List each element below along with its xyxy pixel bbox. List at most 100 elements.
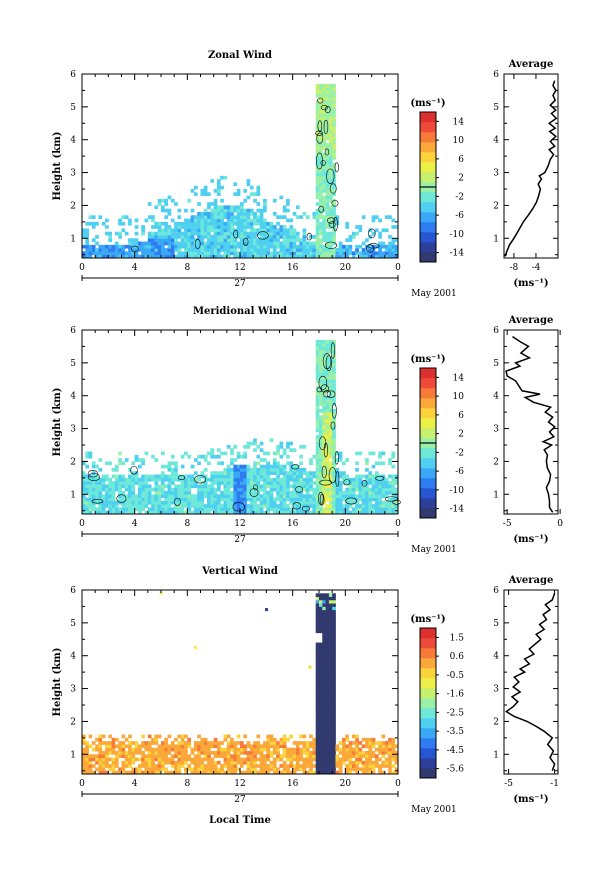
heatmap-cell	[213, 491, 218, 495]
heatmap-cell	[322, 721, 326, 726]
heatmap-cell	[332, 510, 336, 515]
heatmap-cell	[289, 510, 294, 515]
colorbar-tick-label: -5.6	[447, 765, 465, 775]
heatmap-cell	[276, 751, 280, 755]
heatmap-cell	[147, 770, 152, 775]
heatmap-cell	[82, 751, 86, 755]
heatmap-cell	[184, 231, 188, 236]
heatmap-cell	[365, 770, 369, 775]
heatmap-cell	[111, 510, 116, 515]
heatmap-cell	[134, 767, 139, 772]
heatmap-cell	[332, 93, 336, 98]
heatmap-cell	[88, 510, 93, 515]
heatmap-cell	[332, 372, 336, 377]
heatmap-cell	[391, 481, 396, 485]
heatmap-cell	[391, 451, 396, 456]
heatmap-cell	[137, 500, 142, 505]
heatmap-cell	[315, 185, 320, 190]
heatmap-cell	[137, 747, 142, 752]
heatmap-cell	[266, 510, 271, 515]
heatmap-cell	[332, 100, 336, 104]
heatmap-cell	[128, 494, 132, 498]
heatmap-cell	[249, 747, 254, 752]
heatmap-cell	[121, 500, 126, 505]
heatmap-cell	[193, 241, 198, 246]
heatmap-cell	[328, 231, 333, 236]
heatmap-cell	[328, 675, 333, 680]
heatmap-cell	[147, 231, 152, 236]
heatmap-cell	[315, 481, 320, 485]
heatmap-cell	[263, 244, 267, 249]
heatmap-cell	[111, 484, 116, 489]
heatmap-cell	[325, 767, 330, 772]
heatmap-cell	[299, 477, 303, 482]
heatmap-cell	[108, 764, 113, 768]
heatmap-cell	[131, 760, 136, 765]
y-tick-label: 1	[70, 234, 76, 244]
heatmap-cell	[167, 238, 172, 242]
heatmap-cell	[91, 494, 96, 498]
heatmap-cell	[315, 162, 320, 167]
heatmap-cell	[322, 665, 326, 670]
heatmap-cell	[177, 244, 182, 249]
heatmap-cell	[207, 747, 211, 752]
heatmap-cell	[322, 418, 326, 423]
heatmap-cell	[328, 346, 333, 351]
heatmap-cell	[355, 451, 359, 456]
heatmap-cell	[269, 484, 274, 489]
heatmap-cell	[131, 500, 136, 505]
heatmap-cell	[151, 248, 155, 252]
heatmap-cell	[319, 179, 323, 183]
heatmap-cell	[295, 248, 300, 252]
heatmap-cell	[236, 474, 241, 479]
heatmap-cell	[256, 468, 261, 472]
heatmap-cell	[213, 760, 218, 765]
heatmap-cell	[187, 454, 192, 459]
heatmap-cell	[111, 254, 116, 259]
heatmap-cell	[118, 477, 122, 482]
heatmap-cell	[253, 248, 257, 252]
heatmap-cell	[368, 244, 373, 249]
heatmap-cell	[319, 198, 323, 203]
heatmap-cell	[207, 487, 211, 492]
zero-contour	[87, 342, 401, 512]
heatmap-cell	[325, 395, 330, 400]
heatmap-cell	[161, 491, 165, 495]
heatmap-cell	[177, 741, 182, 745]
heatmap-cell	[391, 241, 396, 246]
heatmap-cell	[259, 497, 264, 502]
heatmap-cell	[203, 458, 208, 462]
heatmap-cell	[249, 491, 254, 495]
heatmap-cell	[299, 500, 303, 505]
heatmap-cell	[381, 491, 386, 495]
heatmap-cell	[322, 622, 326, 627]
heatmap-cell	[322, 649, 326, 653]
heatmap-cell	[361, 474, 366, 479]
heatmap-cell	[319, 156, 323, 160]
heatmap-cell	[305, 500, 310, 505]
heatmap-cell	[190, 481, 195, 485]
heatmap-cell	[121, 747, 126, 752]
profile-y-tick-label: 5	[493, 619, 499, 629]
date-label: 27	[234, 795, 246, 805]
heatmap-cell	[161, 238, 165, 242]
heatmap-cell	[332, 241, 336, 246]
heatmap-cell	[121, 251, 126, 256]
colorbar-tick-label: -2.5	[447, 708, 465, 718]
heatmap-cell	[246, 218, 251, 223]
heatmap-cell	[302, 751, 307, 755]
heatmap-cell	[355, 747, 359, 752]
heatmap-cell	[315, 241, 320, 246]
heatmap-cell	[82, 487, 86, 492]
heatmap-cell	[203, 494, 208, 498]
heatmap-cell	[131, 474, 136, 479]
heatmap-cell	[368, 471, 373, 475]
heatmap-cell	[322, 392, 326, 397]
heatmap-cell	[276, 754, 280, 758]
heatmap-cell	[147, 751, 152, 755]
heatmap-cell	[332, 399, 336, 403]
heatmap-cell	[111, 248, 116, 252]
heatmap-cell	[98, 764, 103, 768]
heatmap-cell	[381, 760, 386, 765]
heatmap-cell	[368, 754, 373, 758]
